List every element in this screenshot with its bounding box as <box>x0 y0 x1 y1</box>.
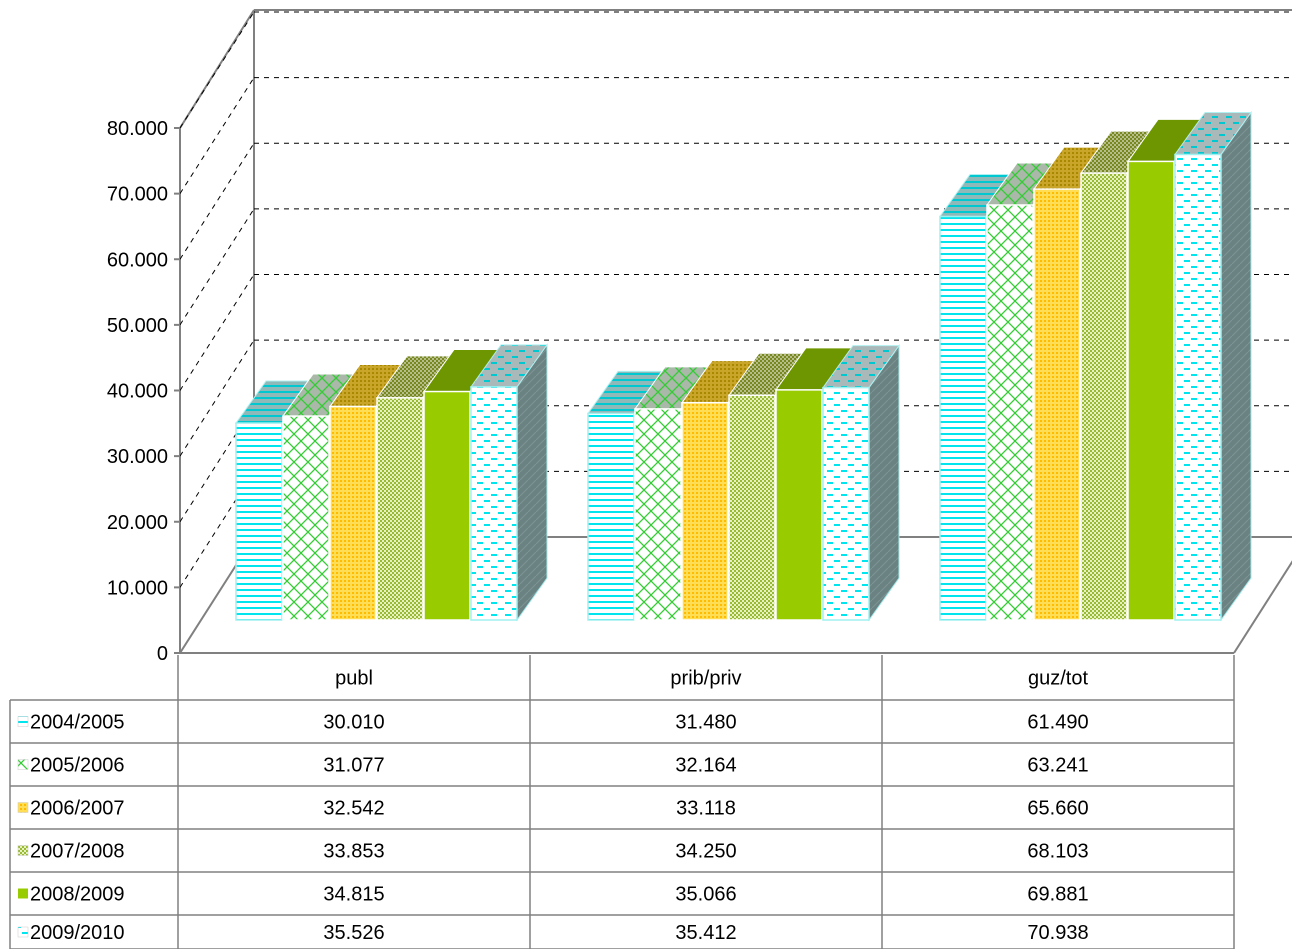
table-cell-value: 34.815 <box>323 884 384 906</box>
category-label: prib/priv <box>670 668 741 690</box>
table-cell-value: 61.490 <box>1027 712 1088 734</box>
legend-label: 2007/2008 <box>30 841 125 863</box>
table-cell-value: 68.103 <box>1027 841 1088 863</box>
legend-key <box>18 888 28 899</box>
table-cell-value: 69.881 <box>1027 884 1088 906</box>
legend-label: 2004/2005 <box>30 712 125 734</box>
bar <box>423 349 501 621</box>
bar-front <box>681 401 729 621</box>
bar-side <box>516 343 548 622</box>
legend-label: 2008/2009 <box>30 884 125 906</box>
bar <box>1033 146 1111 621</box>
gridline-side <box>179 77 255 194</box>
table-cell-value: 63.241 <box>1027 755 1088 777</box>
bar-front <box>1033 188 1081 621</box>
bar <box>986 162 1064 621</box>
legend-key <box>17 926 29 938</box>
y-tick-label: 70.000 <box>107 184 168 206</box>
y-tick-label: 60.000 <box>107 249 168 271</box>
table-cell-value: 70.938 <box>1027 922 1088 944</box>
bar <box>775 347 853 621</box>
bar-front <box>728 394 776 621</box>
legend-key <box>17 845 29 856</box>
bar-front <box>1080 172 1128 621</box>
bar-front <box>822 386 870 621</box>
gridline-side <box>179 274 255 391</box>
bar-front <box>587 412 635 621</box>
y-tick-label: 50.000 <box>107 315 168 337</box>
table-cell-value: 31.480 <box>675 712 736 734</box>
gridline-side <box>179 208 255 326</box>
bar-front <box>939 215 987 621</box>
bar <box>634 366 712 621</box>
gridline-side <box>179 11 255 129</box>
bar-front <box>1174 153 1222 621</box>
data-table: publ prib/priv guz/tot 2004/2005 30.010 31.48… <box>9 655 1235 949</box>
legend-label: 2006/2007 <box>30 798 125 820</box>
gridline-side <box>179 142 255 260</box>
bars <box>235 110 1252 622</box>
bar-front <box>1127 160 1175 621</box>
bar <box>681 360 759 621</box>
legend-key <box>17 716 29 727</box>
bar-front <box>235 422 283 621</box>
bar <box>470 343 548 622</box>
bar <box>728 352 806 621</box>
y-tick-label: 10.000 <box>107 577 168 599</box>
y-tick-label: 0 <box>157 643 168 665</box>
bar-front <box>282 415 330 621</box>
legend-label: 2009/2010 <box>30 922 125 944</box>
bar <box>1127 118 1205 621</box>
bar <box>822 344 900 622</box>
table-cell-value: 32.542 <box>323 798 384 820</box>
category-label: guz/tot <box>1028 668 1088 690</box>
table-cell-value: 31.077 <box>323 755 384 777</box>
bar <box>939 173 1017 621</box>
bar-front <box>423 390 471 621</box>
table-cell-value: 33.118 <box>676 798 736 820</box>
bar-front <box>470 386 518 621</box>
table-cell-value: 35.066 <box>675 884 736 906</box>
y-tick-label: 40.000 <box>107 381 168 403</box>
bar <box>235 380 313 621</box>
floor-right-edge <box>1233 560 1292 654</box>
bar-side <box>1220 110 1252 622</box>
table-cell-value: 65.660 <box>1027 798 1088 820</box>
bar-front <box>634 408 682 621</box>
table-cell-value: 32.164 <box>675 755 736 777</box>
table-cell-value: 30.010 <box>323 712 384 734</box>
y-tick-label: 80.000 <box>107 118 168 140</box>
bar-front <box>329 405 377 621</box>
table-cell-value: 33.853 <box>323 841 384 863</box>
table-cell-value: 35.526 <box>323 922 384 944</box>
bar-front <box>986 204 1034 621</box>
table-cell-value: 34.250 <box>675 841 736 863</box>
y-tick-label: 30.000 <box>107 446 168 468</box>
legend-label: 2005/2006 <box>30 755 125 777</box>
legend-key <box>17 802 29 813</box>
bar-side <box>868 344 900 622</box>
gridline-side <box>179 339 255 457</box>
y-tick-label: 20.000 <box>107 512 168 534</box>
bar <box>587 370 665 621</box>
bar <box>376 355 454 621</box>
bar-front <box>775 389 823 621</box>
bar <box>282 373 360 621</box>
bar-front <box>376 397 424 621</box>
bar <box>329 363 407 621</box>
legend-key <box>17 759 29 770</box>
y-axis: 0 10.000 20.000 30.000 40.000 50.000 60.000 70.… <box>107 118 180 665</box>
table-cell-value: 35.412 <box>675 922 736 944</box>
category-label: publ <box>335 668 373 690</box>
bar <box>1174 110 1252 622</box>
bar <box>1080 130 1158 621</box>
